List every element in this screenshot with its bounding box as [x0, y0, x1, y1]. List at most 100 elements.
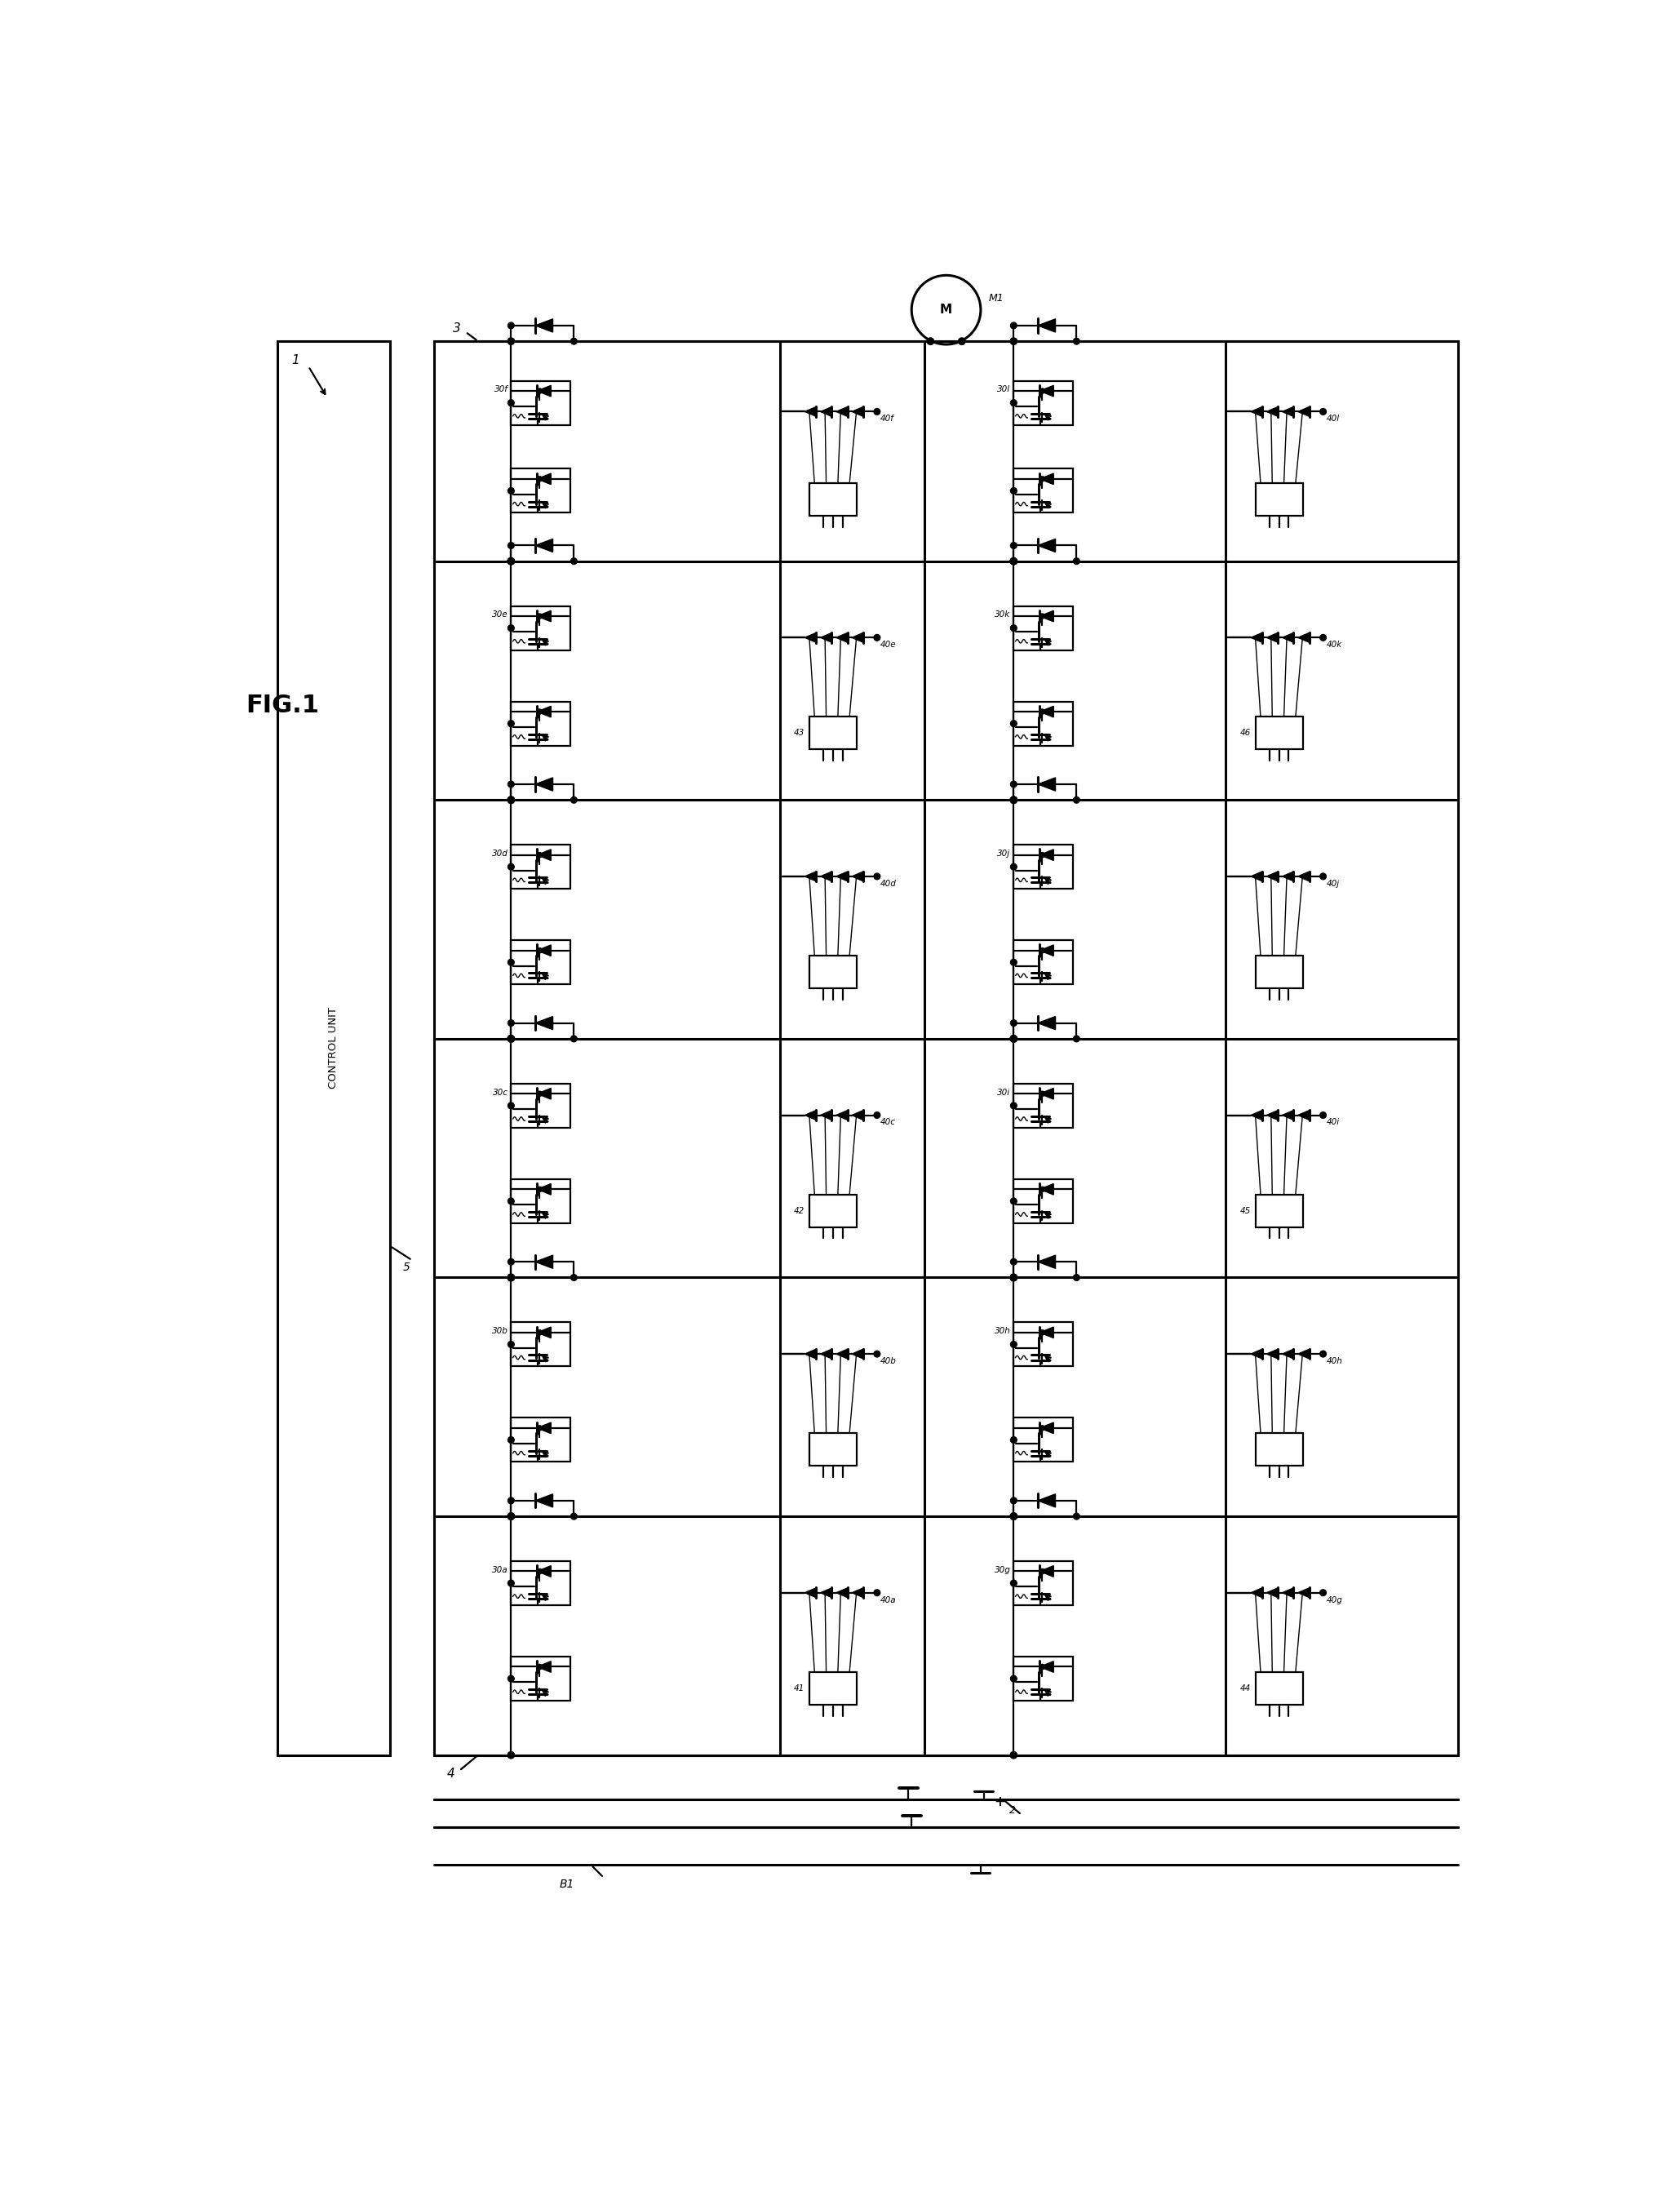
Circle shape: [1011, 1497, 1016, 1504]
Polygon shape: [1299, 1588, 1309, 1599]
Polygon shape: [1299, 871, 1309, 882]
Polygon shape: [805, 871, 816, 882]
Bar: [1013, 845, 1074, 889]
Text: CONTROL UNIT: CONTROL UNIT: [328, 1008, 339, 1089]
Circle shape: [571, 1036, 576, 1043]
Bar: [511, 701, 571, 745]
Circle shape: [571, 1274, 576, 1281]
Polygon shape: [1267, 633, 1278, 642]
Circle shape: [1010, 558, 1016, 564]
Polygon shape: [1038, 1495, 1055, 1508]
Text: 30l: 30l: [998, 386, 1011, 395]
Text: 3: 3: [454, 322, 460, 335]
Circle shape: [538, 1568, 543, 1574]
Polygon shape: [1299, 1111, 1309, 1120]
Polygon shape: [837, 1349, 847, 1358]
Circle shape: [507, 1274, 514, 1281]
Text: 40i: 40i: [1326, 1118, 1339, 1127]
Text: 40l: 40l: [1326, 415, 1339, 423]
Circle shape: [874, 1352, 880, 1356]
Circle shape: [1010, 558, 1016, 564]
Circle shape: [507, 1676, 514, 1682]
Circle shape: [1320, 1590, 1326, 1596]
Polygon shape: [1040, 474, 1053, 485]
Polygon shape: [1252, 1111, 1262, 1120]
Circle shape: [1011, 399, 1016, 406]
Circle shape: [1010, 796, 1016, 803]
Circle shape: [571, 1513, 576, 1519]
Circle shape: [507, 1036, 514, 1043]
Polygon shape: [1267, 1349, 1278, 1358]
Circle shape: [1040, 613, 1045, 620]
Text: 43: 43: [793, 730, 805, 736]
Text: +: +: [995, 1795, 1005, 1810]
Circle shape: [507, 624, 514, 631]
Polygon shape: [805, 1111, 816, 1120]
Polygon shape: [837, 1111, 847, 1120]
Bar: [810, 1433, 857, 1466]
Polygon shape: [538, 946, 551, 957]
Bar: [1013, 1656, 1074, 1700]
Circle shape: [507, 1513, 514, 1519]
Circle shape: [507, 558, 514, 564]
Polygon shape: [1299, 1349, 1309, 1358]
Circle shape: [507, 542, 514, 549]
Circle shape: [507, 1197, 514, 1204]
Circle shape: [1320, 635, 1326, 642]
Circle shape: [874, 635, 880, 642]
Circle shape: [507, 1513, 514, 1519]
Bar: [810, 1195, 857, 1226]
Circle shape: [1010, 1036, 1016, 1043]
Circle shape: [1011, 721, 1016, 728]
Text: 40c: 40c: [880, 1118, 895, 1127]
Circle shape: [1011, 624, 1016, 631]
Circle shape: [507, 337, 514, 344]
Circle shape: [538, 1186, 543, 1191]
Text: 2: 2: [1010, 1806, 1015, 1817]
Bar: [1013, 470, 1074, 514]
Circle shape: [1011, 1676, 1016, 1682]
Text: 40k: 40k: [1326, 642, 1342, 648]
Text: 30c: 30c: [492, 1089, 507, 1096]
Polygon shape: [536, 1495, 553, 1508]
Circle shape: [1074, 1274, 1080, 1281]
Circle shape: [507, 558, 514, 564]
Circle shape: [1010, 1274, 1016, 1281]
Text: 42: 42: [793, 1206, 805, 1215]
Text: 30j: 30j: [998, 849, 1011, 858]
Polygon shape: [538, 1089, 551, 1100]
Circle shape: [507, 487, 514, 494]
Circle shape: [538, 613, 543, 620]
Text: 5: 5: [403, 1261, 410, 1272]
Circle shape: [507, 1497, 514, 1504]
Circle shape: [1074, 337, 1080, 344]
Polygon shape: [852, 408, 864, 417]
Circle shape: [1040, 1665, 1045, 1669]
Bar: [1255, 717, 1302, 750]
Bar: [1013, 701, 1074, 745]
Circle shape: [1040, 853, 1045, 858]
Circle shape: [507, 781, 514, 787]
Polygon shape: [820, 1588, 832, 1599]
Circle shape: [507, 322, 514, 329]
Polygon shape: [805, 1349, 816, 1358]
Bar: [511, 606, 571, 650]
Polygon shape: [1038, 1255, 1055, 1268]
Polygon shape: [805, 408, 816, 417]
Bar: [1255, 483, 1302, 516]
Polygon shape: [1040, 611, 1053, 622]
Polygon shape: [538, 1660, 551, 1671]
Bar: [511, 1323, 571, 1367]
Circle shape: [1011, 1581, 1016, 1585]
Circle shape: [874, 873, 880, 880]
Text: 40g: 40g: [1326, 1596, 1342, 1603]
Circle shape: [1074, 796, 1080, 803]
Circle shape: [538, 853, 543, 858]
Circle shape: [1320, 873, 1326, 880]
Text: 46: 46: [1240, 730, 1250, 736]
Circle shape: [1011, 781, 1016, 787]
Polygon shape: [1282, 633, 1294, 642]
Circle shape: [571, 558, 576, 564]
Polygon shape: [1040, 946, 1053, 957]
Circle shape: [1320, 408, 1326, 415]
